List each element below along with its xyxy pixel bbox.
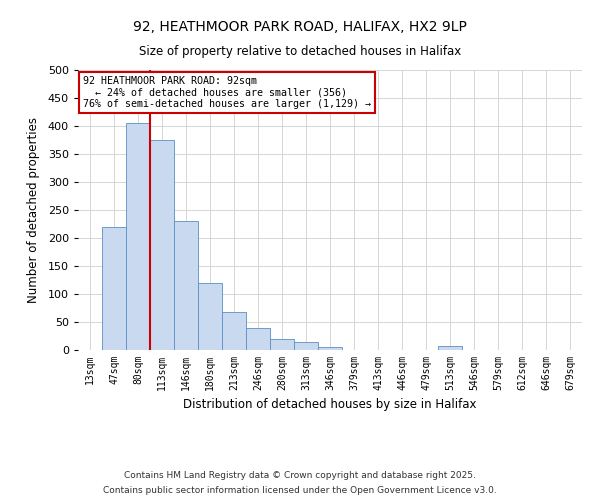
Bar <box>198 283 222 350</box>
Bar <box>246 328 270 350</box>
Text: Contains HM Land Registry data © Crown copyright and database right 2025.: Contains HM Land Registry data © Crown c… <box>124 471 476 480</box>
Text: Size of property relative to detached houses in Halifax: Size of property relative to detached ho… <box>139 45 461 58</box>
Text: 92, HEATHMOOR PARK ROAD, HALIFAX, HX2 9LP: 92, HEATHMOOR PARK ROAD, HALIFAX, HX2 9L… <box>133 20 467 34</box>
Y-axis label: Number of detached properties: Number of detached properties <box>26 117 40 303</box>
Text: Contains public sector information licensed under the Open Government Licence v3: Contains public sector information licen… <box>103 486 497 495</box>
Bar <box>270 339 294 350</box>
Bar <box>294 342 318 350</box>
Bar <box>126 123 150 350</box>
Bar <box>318 347 342 350</box>
Bar <box>150 140 174 350</box>
Bar <box>222 312 246 350</box>
Bar <box>438 346 462 350</box>
X-axis label: Distribution of detached houses by size in Halifax: Distribution of detached houses by size … <box>183 398 477 411</box>
Text: 92 HEATHMOOR PARK ROAD: 92sqm
  ← 24% of detached houses are smaller (356)
76% o: 92 HEATHMOOR PARK ROAD: 92sqm ← 24% of d… <box>83 76 371 109</box>
Bar <box>174 221 198 350</box>
Bar <box>102 227 126 350</box>
